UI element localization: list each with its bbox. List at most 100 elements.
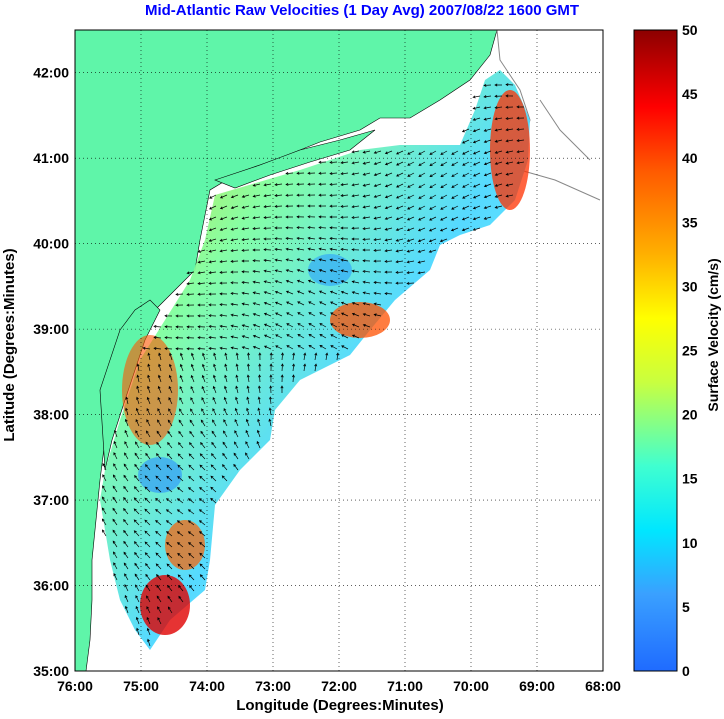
velocity-arrow	[235, 396, 239, 405]
velocity-arrow	[451, 205, 459, 210]
velocity-arrow	[263, 280, 272, 284]
velocity-arrow	[373, 313, 382, 317]
velocity-arrow	[112, 474, 118, 482]
velocity-arrow	[330, 312, 338, 317]
velocity-arrow	[252, 345, 261, 350]
y-tick-label: 36:00	[33, 578, 69, 594]
velocity-arrow	[483, 150, 492, 155]
velocity-arrow	[505, 139, 514, 143]
velocity-arrow	[219, 303, 228, 307]
velocity-arrow	[462, 161, 470, 166]
velocity-arrow	[252, 194, 261, 198]
velocity-arrow	[407, 205, 415, 210]
velocity-arrow	[341, 345, 349, 350]
velocity-arrow	[318, 226, 327, 230]
velocity-arrow	[285, 171, 294, 175]
velocity-arrow	[168, 363, 173, 372]
velocity-arrow	[362, 313, 371, 317]
velocity-arrow	[258, 363, 262, 372]
colorbar-tick-label: 20	[682, 407, 698, 423]
velocity-arrow	[396, 172, 404, 177]
slow-current-south	[138, 457, 182, 493]
velocity-arrow	[269, 374, 273, 383]
velocity-arrow	[263, 205, 272, 209]
velocity-arrow	[263, 183, 272, 187]
chart-title: Mid-Atlantic Raw Velocities (1 Day Avg) …	[145, 2, 579, 19]
velocity-arrow	[351, 237, 360, 241]
velocity-arrow	[219, 346, 228, 350]
velocity-arrow	[153, 325, 162, 329]
velocity-arrow	[341, 323, 349, 328]
velocity-arrow	[351, 258, 360, 262]
velocity-arrow	[230, 313, 239, 317]
velocity-arrow	[164, 336, 173, 340]
velocity-arrow	[440, 216, 448, 221]
velocity-arrow	[212, 408, 217, 416]
velocity-arrow	[201, 408, 206, 416]
velocity-arrow	[292, 363, 296, 372]
map-area	[75, 30, 603, 671]
velocity-arrow	[133, 519, 140, 526]
velocity-arrow	[407, 161, 415, 166]
velocity-arrow	[494, 183, 503, 187]
velocity-arrow	[155, 530, 162, 537]
velocity-arrow	[147, 352, 151, 361]
velocity-arrow	[384, 194, 393, 199]
velocity-arrow	[418, 161, 426, 166]
velocity-arrow	[209, 194, 217, 199]
velocity-arrow	[134, 573, 140, 581]
velocity-arrow	[201, 374, 206, 383]
velocity-arrow	[505, 161, 514, 165]
velocity-arrow	[274, 301, 283, 306]
velocity-arrow	[263, 258, 272, 262]
velocity-arrow	[188, 453, 195, 460]
velocity-arrow	[340, 215, 349, 219]
velocity-arrow	[297, 323, 305, 328]
velocity-arrow	[177, 442, 184, 449]
velocity-arrow	[102, 485, 107, 493]
velocity-arrow	[198, 520, 206, 526]
velocity-arrow	[187, 509, 195, 515]
fast-current-hatteras	[140, 575, 190, 635]
velocity-arrow	[158, 352, 162, 361]
velocity-arrow	[157, 408, 162, 416]
fast-current-ne	[490, 90, 530, 210]
velocity-arrow	[241, 291, 250, 295]
velocity-arrow	[429, 216, 437, 221]
velocity-arrow	[188, 464, 195, 471]
velocity-arrow	[166, 563, 173, 570]
velocity-arrow	[362, 291, 371, 295]
velocity-arrow	[417, 271, 426, 275]
velocity-arrow	[308, 301, 316, 306]
velocity-arrow	[263, 194, 272, 198]
velocity-arrow	[472, 106, 481, 110]
colorbar-tick-label: 10	[682, 535, 698, 551]
velocity-arrow	[296, 182, 305, 186]
velocity-arrow	[222, 441, 228, 449]
velocity-arrow	[234, 407, 239, 416]
velocity-arrow	[197, 325, 206, 329]
velocity-arrow	[329, 215, 338, 219]
velocity-arrow	[285, 247, 294, 251]
velocity-arrow	[362, 248, 371, 252]
velocity-arrow	[362, 227, 371, 231]
velocity-arrow	[134, 475, 140, 482]
velocity-arrow	[269, 385, 273, 394]
velocity-arrow	[258, 374, 262, 383]
velocity-arrow	[373, 302, 382, 306]
velocity-arrow	[208, 216, 217, 221]
velocity-arrow	[384, 183, 393, 188]
velocity-arrow	[417, 238, 426, 243]
velocity-arrow	[373, 216, 382, 220]
velocity-arrow	[166, 574, 173, 581]
velocity-arrow	[175, 347, 184, 351]
velocity-arrow	[384, 238, 393, 242]
velocity-arrow	[156, 430, 162, 438]
velocity-arrow	[230, 335, 239, 339]
velocity-arrow	[472, 172, 481, 177]
velocity-arrow	[102, 474, 107, 482]
velocity-arrow	[351, 334, 360, 339]
velocity-arrow	[406, 249, 415, 253]
velocity-arrow	[176, 520, 184, 526]
velocity-arrow	[351, 269, 360, 273]
